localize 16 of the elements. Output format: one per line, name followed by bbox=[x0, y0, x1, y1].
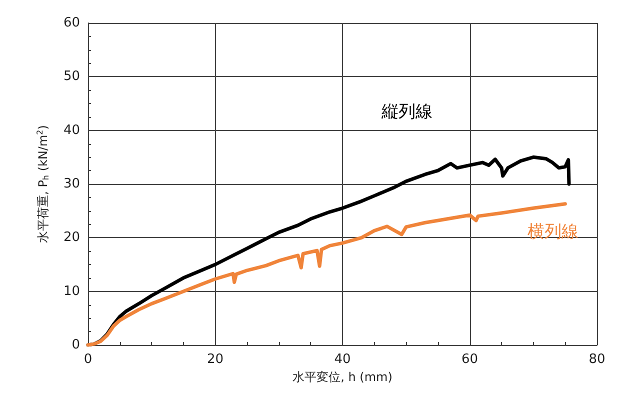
y-tick-label: 30 bbox=[63, 176, 80, 192]
x-tick-label: 60 bbox=[461, 352, 478, 367]
y-axis-title: 水平荷重, Ph (kN/m2) bbox=[36, 125, 50, 243]
y-tick-label: 10 bbox=[63, 284, 80, 299]
x-tick-label: 40 bbox=[334, 352, 351, 367]
x-tick-label: 20 bbox=[206, 352, 224, 367]
y-tick-label: 0 bbox=[72, 338, 80, 352]
text: 縦列線 bbox=[380, 102, 433, 122]
x-tick-label: 0 bbox=[84, 352, 92, 367]
y-tick-label: 60 bbox=[63, 16, 80, 30]
x-axis-title: 水平変位, h (mm) bbox=[292, 370, 392, 384]
y-tick-label: 50 bbox=[63, 69, 80, 84]
y-tick-label: 20 bbox=[63, 230, 80, 246]
x-tick-label: 80 bbox=[588, 352, 606, 367]
y-tick-label: 40 bbox=[63, 122, 80, 138]
series-label: 横列線 bbox=[528, 222, 579, 242]
